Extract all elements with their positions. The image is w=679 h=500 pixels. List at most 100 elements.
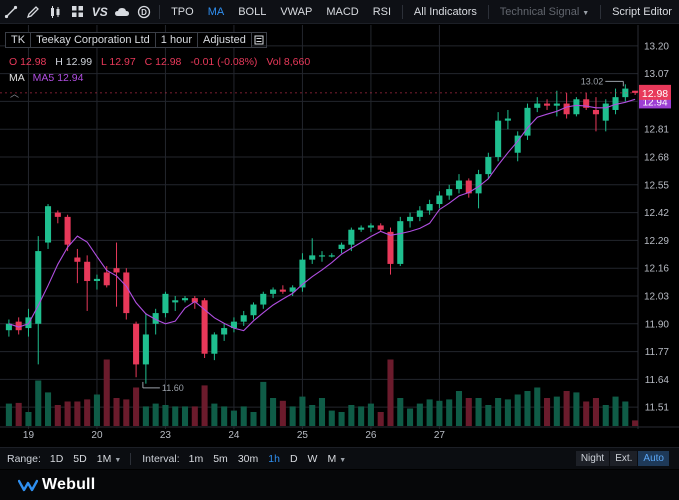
volume-bar <box>397 398 404 426</box>
volume-bar <box>553 396 560 426</box>
x-tick-label: 20 <box>91 430 103 441</box>
brand-name: Webull <box>42 476 96 493</box>
chevron-up-icon[interactable]: ︿ <box>10 89 20 99</box>
y-tick-label: 11.90 <box>645 319 670 330</box>
indicator-button-rsi[interactable]: RSI <box>372 5 392 18</box>
interval-30m[interactable]: 30m <box>237 452 259 465</box>
change-value: -0.01 (-0.08%) <box>190 56 258 68</box>
mode-night[interactable]: Night <box>575 451 611 466</box>
volume-bar <box>358 406 365 426</box>
range-1d[interactable]: 1D <box>49 452 64 465</box>
pen-icon[interactable] <box>22 0 44 24</box>
last-price-tag <box>639 84 671 100</box>
ohlc-readout: O 12.98 H 12.99 L 12.97 C 12.98 -0.01 (-… <box>9 56 316 68</box>
x-tick-label: 26 <box>365 430 377 441</box>
volume-bar <box>455 391 463 426</box>
last-price-tag-label: 12.98 <box>642 88 668 100</box>
all-indicators-button[interactable]: All Indicators <box>413 5 477 18</box>
candle-style-icon[interactable] <box>44 0 66 24</box>
settings-list-icon[interactable] <box>250 32 267 48</box>
candle-body <box>279 289 286 292</box>
low-label: L <box>101 56 107 68</box>
volume-bar <box>465 398 472 426</box>
range-5d[interactable]: 5D <box>73 452 87 465</box>
candle-body <box>318 255 326 257</box>
mode-ext[interactable]: Ext. <box>610 451 639 466</box>
indicator-button-ma[interactable]: MA <box>207 5 225 18</box>
candle-body <box>64 216 71 245</box>
interval-d[interactable]: D <box>289 452 298 465</box>
indicator-button-tpo[interactable]: TPO <box>171 5 194 18</box>
candle-body <box>583 99 590 108</box>
candle-body <box>113 268 120 273</box>
candle-body <box>54 212 61 217</box>
candle-body <box>299 259 306 288</box>
volume-value: 8,660 <box>283 56 311 68</box>
indicator-button-boll[interactable]: BOLL <box>238 5 267 18</box>
y-tick-label: 11.51 <box>645 403 670 414</box>
interval-5m[interactable]: 5m <box>213 452 228 465</box>
grid-layout-icon[interactable] <box>67 0 89 24</box>
volume-bar <box>191 406 198 426</box>
chart-panel[interactable]: 13.20 13.07 12.94 12.81 12.68 12.55 12.42 12.29… <box>0 25 679 445</box>
ticker-symbol[interactable]: TK <box>5 32 32 48</box>
y-tick-label: 12.55 <box>644 180 669 191</box>
ma5-value: 12.94 <box>57 72 84 84</box>
candle-body <box>475 174 482 194</box>
volume-bar <box>123 399 130 426</box>
volume-bar <box>5 403 12 426</box>
candle-body <box>436 195 443 205</box>
interval-m[interactable]: M ▼ <box>322 453 351 465</box>
adjust-selector[interactable]: Adjusted <box>197 32 252 48</box>
toolbar-separator <box>487 4 489 19</box>
indicator-button-vwap[interactable]: VWAP <box>280 5 313 18</box>
cloud-icon[interactable] <box>111 0 133 24</box>
volume-bar <box>387 359 394 426</box>
volume-bar <box>602 405 609 426</box>
volume-bar <box>632 420 639 426</box>
compare-icon[interactable]: VS <box>89 0 111 24</box>
volume-bar <box>544 398 551 426</box>
price-chart[interactable]: 13.20 13.07 12.94 12.81 12.68 12.55 12.42 12.29… <box>0 25 679 445</box>
interval-label: Interval: <box>142 452 180 465</box>
toolbar-separator <box>159 4 161 19</box>
technical-signal-dropdown[interactable]: Technical Signal ▼ <box>493 0 596 24</box>
candle-body <box>377 225 384 230</box>
y-tick-label: 12.42 <box>644 208 669 219</box>
candle-body <box>338 244 345 249</box>
range-1m[interactable]: 1M ▼ <box>92 453 127 465</box>
interval-selector[interactable]: 1 hour <box>154 32 198 48</box>
interval-1h[interactable]: 1h <box>268 452 280 465</box>
interval-1m[interactable]: 1m <box>188 452 204 465</box>
interval-m-label: M <box>327 452 337 465</box>
indicator-button-macd[interactable]: MACD <box>326 5 359 18</box>
candle-body <box>455 180 463 190</box>
toolbar-separator <box>600 4 602 19</box>
compare-label: VS <box>91 4 108 19</box>
candle-body <box>221 328 228 335</box>
range-label: Range: <box>7 452 41 465</box>
volume-bar <box>622 401 629 426</box>
ma-legend[interactable]: MA MA5 12.94 <box>9 72 83 84</box>
candle-body <box>534 103 541 108</box>
x-tick-label: 19 <box>23 430 35 441</box>
candle-body <box>162 293 169 314</box>
candle-body <box>84 261 91 282</box>
high-label: H <box>55 56 63 68</box>
candle-body <box>426 204 433 211</box>
volume-bar <box>103 359 110 426</box>
chevron-down-icon: ▼ <box>582 9 590 17</box>
candle-body <box>123 272 130 314</box>
chevron-down-icon: ▼ <box>114 456 122 464</box>
candle-body <box>201 300 208 354</box>
company-name: Teekay Corporation Ltd <box>30 32 156 48</box>
volume-bar <box>152 403 159 426</box>
candle-body <box>250 304 257 316</box>
webull-logo-icon <box>18 479 38 492</box>
candle-body <box>328 255 335 257</box>
mode-auto[interactable]: Auto <box>638 451 670 466</box>
dividend-icon[interactable]: D <box>133 0 155 24</box>
script-editor-button[interactable]: Script Editor <box>612 5 672 18</box>
interval-w[interactable]: W <box>307 452 318 465</box>
trend-line-icon[interactable] <box>0 0 22 24</box>
